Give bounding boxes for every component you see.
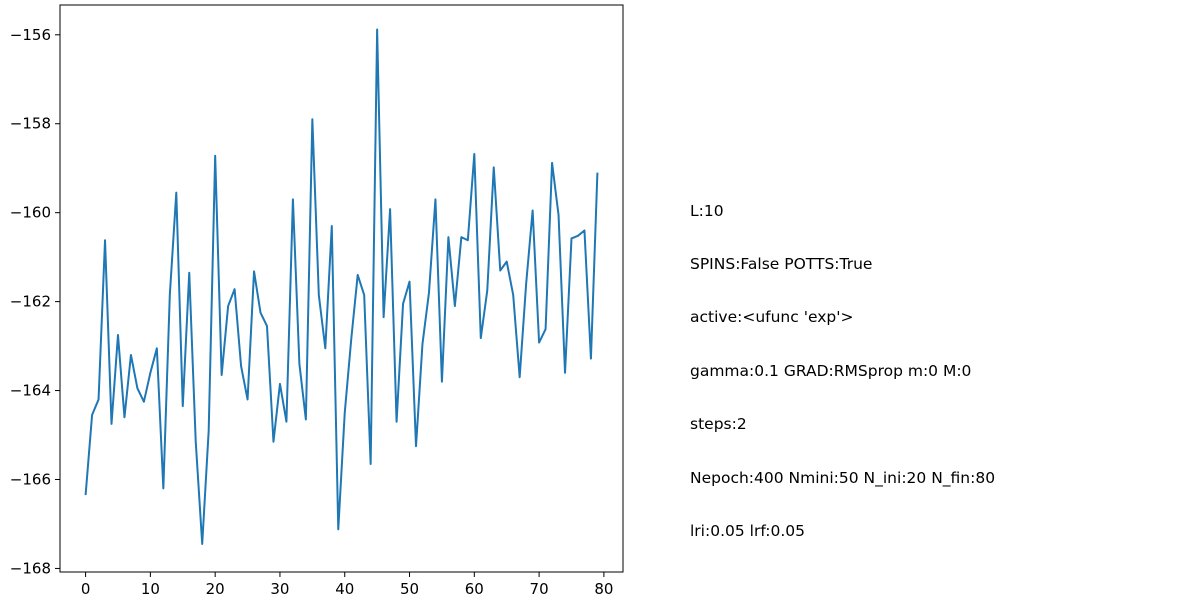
x-tick-label: 50 (400, 580, 419, 598)
info-line: lri:0.05 lrf:0.05 (690, 521, 805, 540)
info-line: L:10 (690, 201, 724, 220)
x-tick-label: 40 (335, 580, 354, 598)
y-tick-label: −160 (10, 204, 51, 222)
x-tick-label: 20 (206, 580, 225, 598)
x-tick-label: 30 (270, 580, 289, 598)
x-tick-label: 0 (81, 580, 91, 598)
x-tick-label: 80 (594, 580, 613, 598)
y-tick-label: −164 (10, 382, 51, 400)
info-line: gamma:0.1 GRAD:RMSprop m:0 M:0 (690, 361, 972, 380)
axis-ticks: 0 10 20 30 40 50 60 70 80 −156 −158 −160 −162 −164 −16… (10, 26, 614, 598)
x-tick-label: 70 (530, 580, 549, 598)
y-tick-label: −166 (10, 471, 51, 489)
info-line: steps:2 (690, 415, 747, 434)
y-tick-label: −162 (10, 293, 51, 311)
series-line (84, 28, 599, 545)
y-tick-label: −158 (10, 115, 51, 133)
info-line: Nepoch:400 Nmini:50 N_ini:20 N_fin:80 (690, 468, 996, 487)
x-tick-label: 60 (465, 580, 484, 598)
info-line: SPINS:False POTTS:True (690, 254, 873, 273)
x-tick-label: 10 (141, 580, 160, 598)
y-tick-label: −168 (10, 559, 51, 577)
y-tick-label: −156 (10, 26, 51, 44)
plot-frame (59, 4, 624, 573)
info-line: active:<ufunc 'exp'> (690, 308, 854, 327)
parameter-info: L:10 SPINS:False POTTS:True active:<ufun… (690, 167, 995, 559)
